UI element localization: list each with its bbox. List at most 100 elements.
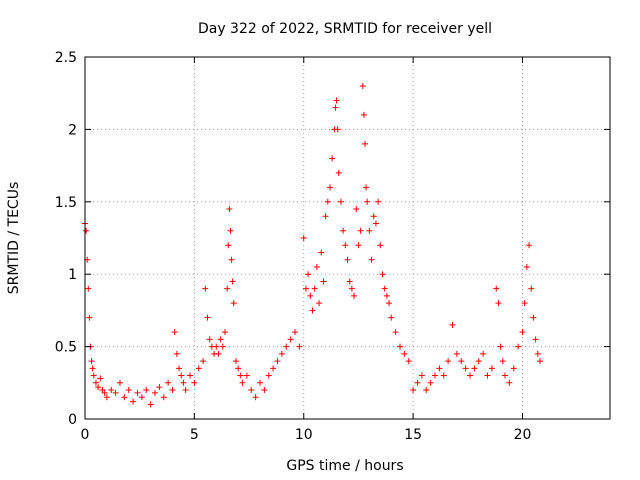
data-point: [243, 372, 250, 379]
data-point: [95, 384, 102, 391]
y-tick-label: 1.5: [55, 195, 77, 211]
data-point: [332, 104, 339, 111]
data-point: [534, 350, 541, 357]
data-point: [187, 372, 193, 379]
y-tick-label: 1: [68, 267, 77, 283]
chart-title: Day 322 of 2022, SRMTID for receiver yel…: [198, 21, 492, 37]
data-point: [88, 358, 95, 365]
data-point: [270, 365, 277, 372]
data-point: [353, 206, 360, 213]
data-point: [125, 387, 132, 394]
data-point: [366, 227, 373, 234]
data-point: [108, 387, 115, 394]
data-point: [252, 394, 259, 401]
data-point: [171, 329, 178, 336]
y-tick-label: 0.5: [55, 340, 77, 356]
data-point: [337, 198, 344, 205]
data-point: [222, 329, 228, 336]
data-point: [219, 343, 226, 350]
data-point: [495, 300, 502, 307]
data-point: [348, 285, 355, 292]
data-point: [173, 350, 180, 357]
data-point: [377, 242, 384, 249]
x-tick-label: 0: [81, 427, 90, 443]
axis-ticks: [84, 56, 610, 420]
y-tick-labels: 0 0.5 1 1.5 2 2.5: [55, 50, 77, 428]
data-point: [225, 242, 232, 249]
data-point: [316, 300, 323, 307]
data-point: [180, 379, 187, 386]
data-point: [307, 292, 314, 299]
data-point: [239, 379, 246, 386]
data-point: [257, 379, 263, 386]
data-point: [138, 394, 145, 401]
data-point: [130, 398, 137, 405]
data-point: [405, 358, 412, 365]
data-point: [523, 263, 530, 270]
data-point: [344, 256, 351, 263]
data-point: [526, 242, 533, 249]
data-point: [85, 285, 92, 292]
data-point: [449, 321, 456, 328]
data-point: [178, 372, 185, 379]
data-point: [506, 379, 513, 386]
data-point: [521, 300, 528, 307]
data-point: [309, 307, 316, 314]
data-point: [121, 394, 128, 401]
data-point: [324, 198, 331, 205]
data-point: [302, 285, 309, 292]
data-point: [392, 329, 399, 336]
data-point: [329, 155, 336, 162]
data-point: [311, 285, 318, 292]
data-point: [335, 169, 342, 176]
data-point: [292, 329, 298, 336]
x-tick-labels: 0 5 10 15 20: [81, 427, 532, 443]
data-point: [287, 336, 294, 343]
data-point: [200, 358, 207, 365]
data-point: [381, 285, 388, 292]
data-point: [364, 198, 371, 205]
data-point: [532, 336, 539, 343]
data-point: [360, 111, 367, 118]
data-point: [318, 249, 325, 256]
data-points: [82, 82, 543, 408]
data-point: [362, 140, 368, 147]
data-point: [493, 285, 500, 292]
data-point: [484, 372, 491, 379]
y-tick-label: 0: [68, 412, 77, 428]
data-point: [351, 292, 358, 299]
data-point: [313, 263, 320, 270]
data-point: [213, 343, 220, 350]
x-tick-label: 20: [514, 427, 532, 443]
data-point: [235, 365, 242, 372]
data-point: [499, 358, 506, 365]
data-point: [418, 372, 425, 379]
data-point: [497, 343, 504, 350]
x-tick-label: 15: [404, 427, 422, 443]
data-point: [143, 387, 150, 394]
data-point: [467, 372, 473, 379]
data-point: [232, 358, 239, 365]
data-point: [510, 365, 517, 372]
data-point: [414, 379, 421, 386]
x-tick-label: 5: [190, 427, 199, 443]
data-point: [357, 227, 364, 234]
data-point: [436, 365, 443, 372]
data-point: [160, 394, 167, 401]
data-point: [182, 387, 189, 394]
data-point: [372, 220, 379, 227]
data-point: [528, 285, 535, 292]
data-point: [237, 372, 244, 379]
data-point: [248, 387, 255, 394]
data-point: [90, 372, 97, 379]
data-point: [86, 314, 93, 321]
data-point: [462, 365, 469, 372]
data-point: [274, 358, 281, 365]
data-point: [156, 384, 163, 391]
data-point: [379, 271, 386, 278]
x-tick-label: 10: [295, 427, 313, 443]
data-point: [388, 314, 395, 321]
data-point: [227, 227, 234, 234]
data-point: [363, 184, 370, 191]
